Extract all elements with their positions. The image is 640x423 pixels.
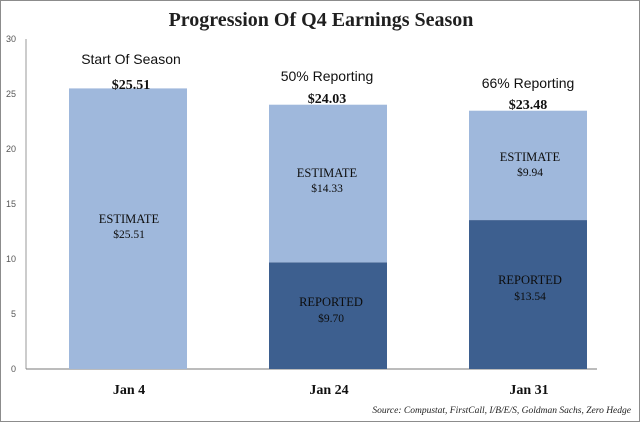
reported-value-jan-24: $9.70	[318, 312, 344, 325]
bar-heading-66-reporting: 66% Reporting	[482, 75, 575, 91]
estimate-value-jan-31: $9.94	[517, 166, 543, 179]
y-tick-label: 0	[11, 364, 16, 374]
reported-label-jan-24: REPORTED	[299, 295, 363, 309]
bar-estimate-jan-4	[69, 88, 187, 370]
bar-reported-jan-24	[269, 262, 387, 369]
y-axis-ticks: 0 5 10 15 20 25 30	[6, 34, 16, 374]
bar-group	[69, 88, 587, 370]
y-tick-label: 5	[11, 309, 16, 319]
reported-label-jan-31: REPORTED	[498, 273, 562, 287]
chart-title: Progression Of Q4 Earnings Season	[169, 9, 474, 31]
y-tick-label: 15	[6, 199, 16, 209]
bar-heading-50-reporting: 50% Reporting	[281, 68, 374, 84]
x-tick-label-jan-31: Jan 31	[509, 383, 548, 398]
estimate-value-jan-4: $25.51	[113, 228, 145, 241]
y-tick-label: 20	[6, 144, 16, 154]
bar-reported-jan-31	[469, 220, 587, 369]
bar-estimate-jan-31	[469, 110, 587, 220]
x-tick-label-jan-24: Jan 24	[309, 383, 348, 398]
y-tick-label: 10	[6, 254, 16, 264]
y-tick-label: 30	[6, 34, 16, 44]
estimate-value-jan-24: $14.33	[311, 182, 343, 195]
bar-total-jan-31: $23.48	[509, 98, 548, 113]
reported-value-jan-31: $13.54	[514, 290, 546, 303]
estimate-label-jan-31: ESTIMATE	[500, 150, 561, 164]
estimate-label-jan-24: ESTIMATE	[297, 166, 358, 180]
x-tick-label-jan-4: Jan 4	[113, 383, 145, 398]
bar-heading-start-of-season: Start Of Season	[81, 51, 181, 67]
y-tick-label: 25	[6, 89, 16, 99]
bar-total-jan-4: $25.51	[112, 78, 151, 93]
estimate-label-jan-4: ESTIMATE	[99, 212, 160, 226]
source-note: Source: Compustat, FirstCall, I/B/E/S, G…	[372, 406, 631, 416]
bar-estimate-jan-24	[269, 104, 387, 263]
bar-total-jan-24: $24.03	[308, 92, 347, 107]
